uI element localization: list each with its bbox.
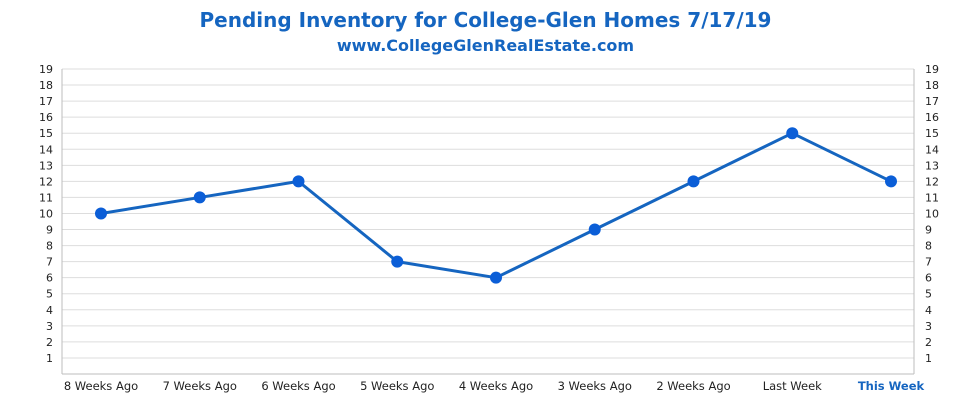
y-tick-left-14: 14 [39,143,53,156]
y-tick-right-12: 12 [925,175,939,188]
y-tick-left-10: 10 [39,207,53,220]
y-tick-right-4: 4 [925,304,932,317]
chart-title: Pending Inventory for College-Glen Homes… [199,8,772,32]
y-tick-left-5: 5 [46,288,53,301]
y-tick-right-14: 14 [925,143,939,156]
y-tick-right-5: 5 [925,288,932,301]
y-tick-right-13: 13 [925,159,939,172]
y-tick-left-6: 6 [46,272,53,285]
data-point [193,191,206,204]
data-point [885,175,897,188]
x-tick-label: Last Week [763,379,822,393]
data-point [95,207,107,220]
data-point [786,127,799,140]
y-tick-left-8: 8 [46,240,53,253]
y-tick-left-17: 17 [39,95,53,108]
data-point [687,175,700,188]
y-tick-right-1: 1 [925,352,932,365]
y-tick-right-15: 15 [925,127,939,140]
y-tick-right-6: 6 [925,272,932,285]
x-tick-label: 6 Weeks Ago [261,379,335,393]
x-tick-label: 8 Weeks Ago [64,379,138,393]
x-tick-label: 3 Weeks Ago [558,379,632,393]
data-point [292,175,305,188]
y-tick-left-3: 3 [46,320,53,333]
x-tick-label: 2 Weeks Ago [656,379,730,393]
y-tick-right-11: 11 [925,191,939,204]
y-tick-right-19: 19 [925,63,939,76]
y-tick-left-2: 2 [46,336,53,349]
y-tick-left-1: 1 [46,352,53,365]
data-point [490,271,502,284]
y-tick-left-15: 15 [39,127,53,140]
chart-subtitle: www.CollegeGlenRealEstate.com [336,36,635,55]
y-tick-right-18: 18 [925,79,939,92]
y-tick-left-13: 13 [39,159,53,172]
y-tick-right-16: 16 [925,111,939,124]
y-tick-right-2: 2 [925,336,932,349]
y-tick-right-9: 9 [925,224,932,237]
y-tick-left-4: 4 [46,304,53,317]
x-tick-label: 7 Weeks Ago [163,379,237,393]
y-tick-right-8: 8 [925,240,932,253]
series-line-0 [99,131,893,280]
y-tick-left-19: 19 [39,63,53,76]
y-tick-left-7: 7 [46,256,53,269]
x-tick-label: 5 Weeks Ago [360,379,434,393]
y-tick-right-7: 7 [925,256,932,269]
x-tick-label: This Week [858,379,925,393]
y-tick-left-9: 9 [46,224,53,237]
y-tick-left-12: 12 [39,175,53,188]
y-tick-left-11: 11 [39,191,53,204]
y-tick-right-3: 3 [925,320,932,333]
y-tick-right-10: 10 [925,207,939,220]
data-point [391,255,404,268]
y-tick-left-16: 16 [39,111,53,124]
y-tick-right-17: 17 [925,95,939,108]
data-point [588,223,601,236]
x-tick-label: 4 Weeks Ago [459,379,533,393]
y-tick-left-18: 18 [39,79,53,92]
